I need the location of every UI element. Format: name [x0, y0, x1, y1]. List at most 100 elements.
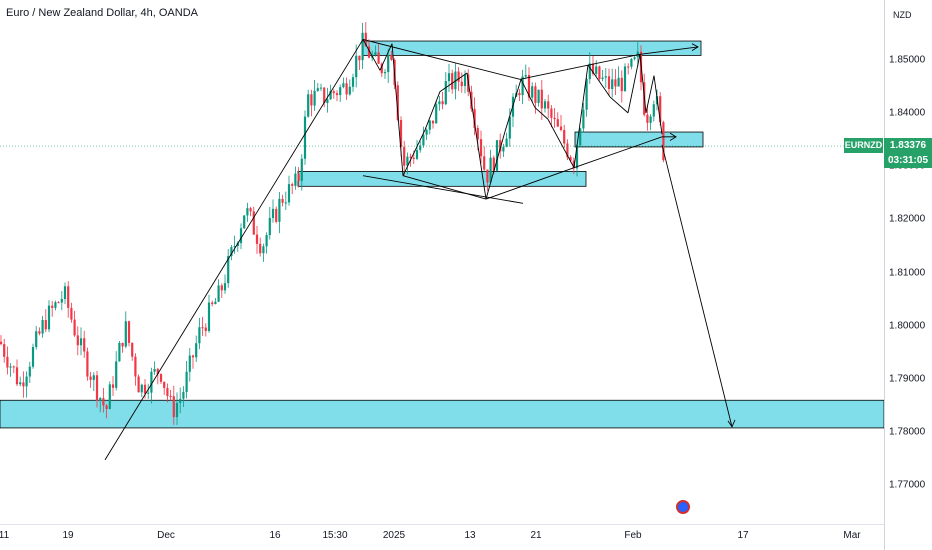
candle-body: [483, 156, 486, 170]
trend-line: [439, 72, 468, 92]
candle-body: [326, 99, 329, 104]
candle-body: [201, 327, 204, 329]
candle-body: [508, 116, 511, 139]
trend-line: [402, 175, 487, 200]
candle-body: [230, 247, 233, 257]
candle-body: [211, 302, 214, 305]
candle-body: [67, 286, 70, 308]
candle-body: [307, 94, 310, 117]
price-tick-label: 1.80000: [889, 320, 926, 332]
last-price-label: 1.83376: [884, 138, 932, 154]
candle-body: [166, 387, 169, 397]
candle-body: [6, 356, 9, 368]
candle-body: [521, 76, 524, 96]
currency-label[interactable]: NZD: [893, 10, 912, 20]
candle-body: [355, 55, 358, 78]
zone-rect: [0, 399, 884, 429]
candle-body: [51, 305, 54, 308]
candle-body: [57, 302, 60, 304]
trend-line: [639, 46, 699, 55]
time-tick-label: 2025: [382, 530, 406, 541]
candle-body: [243, 215, 246, 229]
candle-body: [127, 321, 131, 343]
trend-line: [504, 79, 522, 132]
candle-body: [319, 87, 323, 89]
drawings-layer: [0, 38, 884, 461]
trend-line: [104, 39, 364, 461]
candle-body: [607, 76, 611, 90]
candle-body: [652, 104, 655, 117]
price-axis[interactable]: [884, 0, 932, 550]
candle-body: [131, 342, 134, 357]
price-tick-label: 1.79000: [889, 373, 926, 385]
candle-body: [537, 89, 540, 103]
economic-event-icon[interactable]: [676, 500, 690, 514]
candle-body: [300, 158, 303, 181]
candle-body: [38, 331, 41, 334]
candle-body: [207, 302, 211, 332]
candle-body: [649, 116, 652, 123]
candle-body: [463, 74, 467, 87]
candle-body: [342, 83, 345, 88]
candle-body: [451, 73, 454, 90]
symbol-title[interactable]: Euro / New Zealand Dollar, 4h, OANDA: [6, 7, 198, 19]
candle-body: [380, 63, 383, 74]
price-tick-label: 1.85000: [889, 54, 926, 66]
candle-body: [124, 321, 127, 347]
candle-body: [406, 156, 409, 166]
candle-body: [422, 134, 425, 146]
candle-body: [473, 108, 476, 128]
candle-body: [115, 361, 118, 388]
candle-body: [153, 368, 156, 372]
candle-body: [118, 342, 121, 362]
candle-body: [255, 234, 259, 244]
candle-body: [534, 86, 537, 103]
candle-body: [409, 156, 412, 158]
candle-body: [172, 396, 175, 418]
trend-line: [587, 64, 611, 98]
candle-body: [159, 374, 163, 382]
price-chart-canvas[interactable]: [0, 0, 884, 525]
candle-body: [617, 77, 620, 87]
arrowhead: [669, 132, 677, 141]
candle-body: [367, 46, 371, 58]
candle-body: [31, 346, 35, 367]
time-tick-label: 13: [464, 530, 476, 541]
candle-body: [185, 371, 188, 392]
candle-body: [345, 83, 348, 95]
symbol-price-badge: EURNZD: [844, 138, 883, 154]
candle-body: [227, 256, 230, 284]
candle-body: [19, 382, 22, 385]
candle-body: [415, 150, 419, 159]
candle-body: [47, 305, 51, 330]
candle-body: [291, 184, 294, 186]
candle-body: [611, 79, 614, 90]
candle-body: [303, 116, 307, 159]
candle-body: [396, 85, 399, 121]
candle-body: [297, 173, 300, 181]
candle-body: [646, 114, 649, 123]
candle-body: [143, 384, 147, 394]
time-tick-label: Feb: [624, 530, 642, 541]
candle-body: [556, 119, 559, 127]
trend-line: [485, 131, 506, 200]
candle-body: [223, 283, 227, 291]
time-tick-label: 21: [530, 530, 542, 541]
candle-body: [460, 81, 463, 87]
zone-rect: [574, 131, 704, 148]
trend-line: [573, 64, 589, 168]
candle-body: [604, 76, 607, 78]
candle-body: [76, 335, 79, 346]
candle-body: [486, 169, 489, 183]
time-tick-label: 15:30: [322, 530, 348, 541]
candle-body: [566, 143, 569, 158]
candle-body: [419, 145, 422, 151]
candle-body: [588, 63, 591, 80]
candle-body: [35, 331, 38, 347]
candle-body: [633, 57, 636, 59]
candle-body: [217, 285, 220, 302]
candle-body: [278, 198, 281, 222]
candle-body: [531, 86, 534, 98]
candle-body: [95, 375, 99, 401]
